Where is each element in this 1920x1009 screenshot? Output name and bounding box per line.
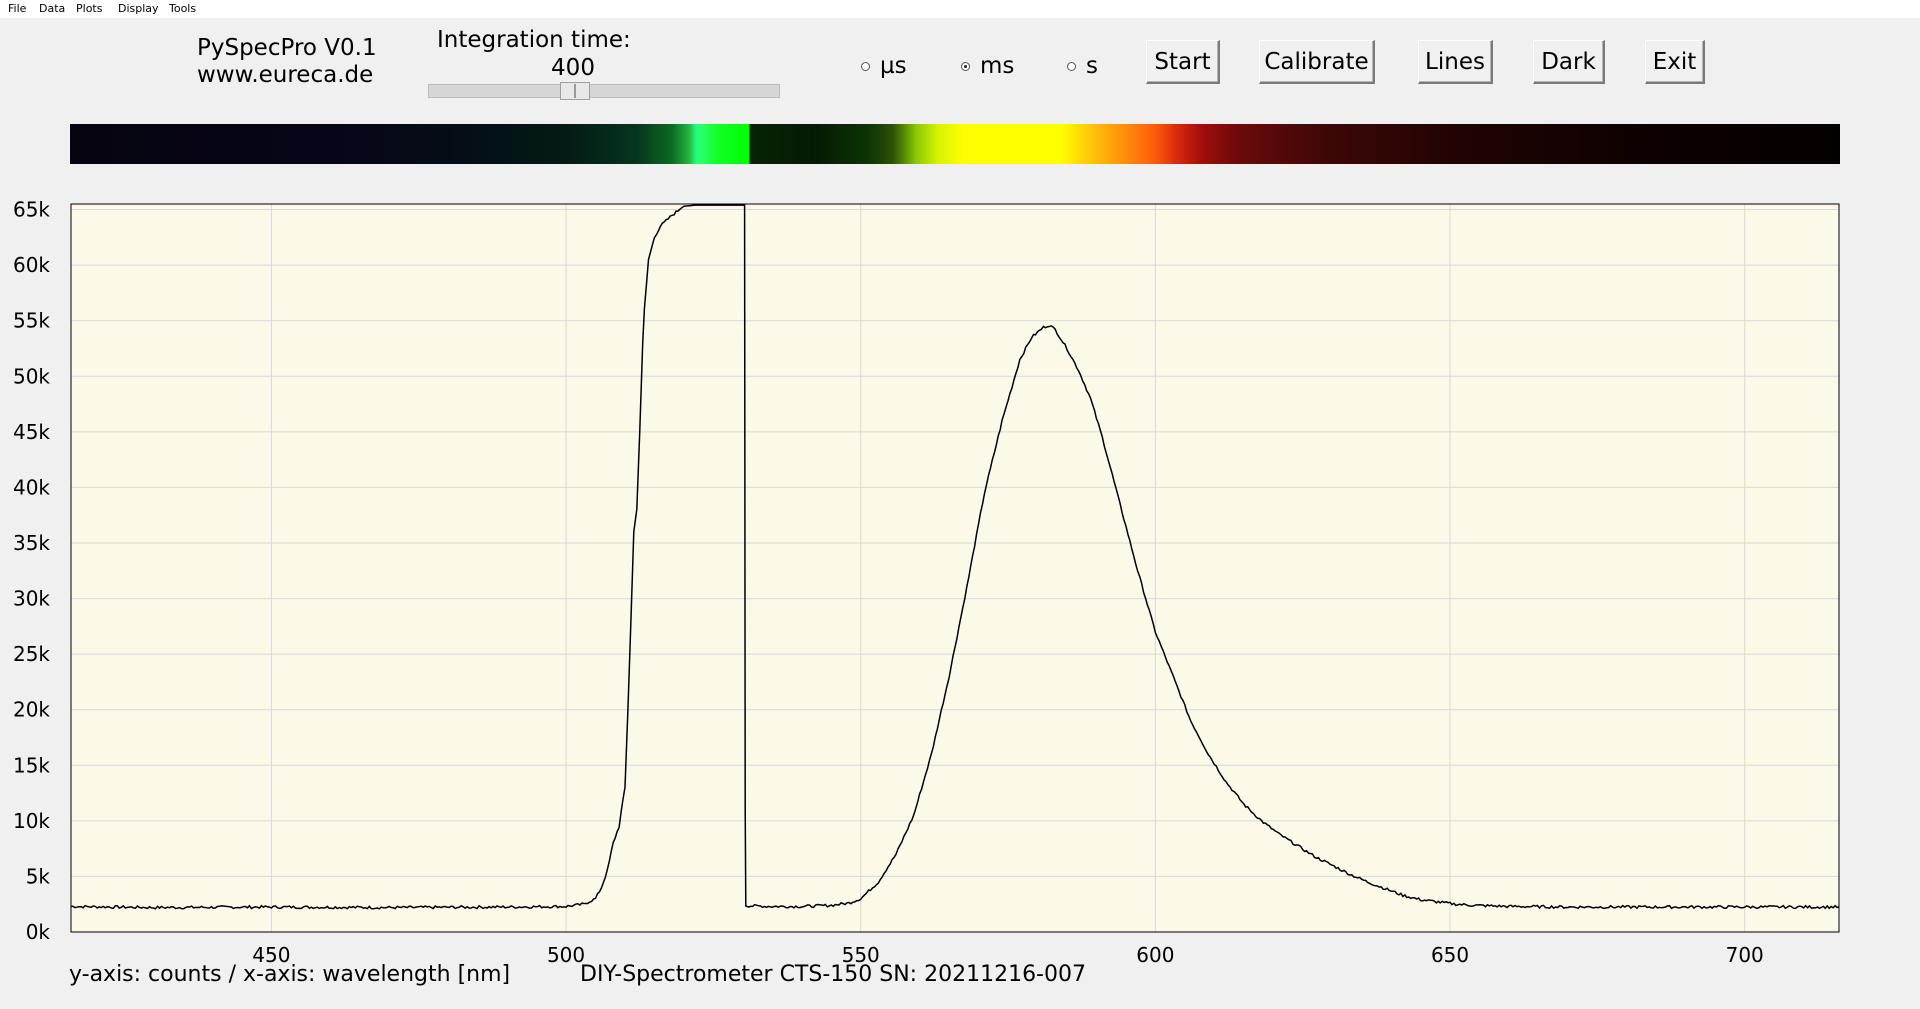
app-title: PySpecPro V0.1 (197, 35, 377, 61)
unit-label-ms: ms (980, 53, 1015, 79)
radio-indicator (861, 61, 870, 71)
menu-tools[interactable]: Tools (169, 2, 197, 15)
calibrate-button[interactable]: Calibrate (1259, 40, 1375, 84)
y-tick-label: 55k (13, 309, 50, 333)
menu-bar: File Data Plots Display Tools (0, 0, 1920, 18)
y-tick-label: 45k (13, 420, 50, 444)
y-tick-label: 25k (13, 642, 50, 666)
y-tick-label: 65k (13, 198, 50, 222)
y-tick-label: 0k (26, 920, 51, 944)
spectrum-color-bar (70, 124, 1840, 164)
spectrum-trace (70, 204, 1840, 910)
unit-radio-ms[interactable]: ms (961, 52, 1014, 80)
exit-button[interactable]: Exit (1645, 40, 1705, 84)
integration-time-slider[interactable] (428, 84, 780, 98)
unit-label-s: s (1086, 53, 1098, 79)
spectrum-plot: 450 500 550 600 650 700 0k 5k 10k 15k 20k 25k 30k 35k… (13, 198, 1840, 967)
y-tick-label: 15k (13, 753, 50, 777)
x-tick-label: 450 (252, 943, 290, 967)
integration-time-label: Integration time: (437, 27, 631, 53)
y-tick-label: 20k (13, 698, 50, 722)
axes-caption: y-axis: counts / x-axis: wavelength [nm] (69, 962, 511, 987)
menu-file[interactable]: File (8, 2, 27, 15)
menu-display[interactable]: Display (118, 2, 159, 15)
unit-radio-us[interactable]: µs (861, 52, 907, 80)
y-tick-label: 30k (13, 587, 50, 611)
app-window: PySpecPro V0.1 www.eureca.de Integration… (0, 18, 1920, 1009)
unit-radio-s[interactable]: s (1067, 52, 1098, 80)
integration-slider-thumb[interactable] (560, 82, 591, 100)
lines-button[interactable]: Lines (1418, 40, 1493, 84)
app-url: www.eureca.de (197, 62, 374, 88)
menu-plots[interactable]: Plots (76, 2, 103, 15)
x-tick-label: 550 (842, 943, 880, 967)
y-tick-label: 5k (26, 864, 51, 888)
y-tick-label: 35k (13, 531, 50, 555)
menu-data[interactable]: Data (39, 2, 66, 15)
dark-button[interactable]: Dark (1533, 40, 1605, 84)
radio-indicator-selected (961, 61, 970, 71)
y-tick-label: 10k (13, 809, 50, 833)
start-button[interactable]: Start (1146, 40, 1220, 84)
x-tick-label: 700 (1726, 943, 1764, 967)
y-tick-label: 40k (13, 475, 50, 499)
y-tick-label: 50k (13, 364, 50, 388)
x-tick-label: 600 (1136, 943, 1174, 967)
y-tick-label: 60k (13, 253, 50, 277)
x-tick-label: 500 (547, 943, 585, 967)
unit-label-us: µs (880, 53, 907, 79)
x-tick-label: 650 (1431, 943, 1469, 967)
integration-time-value: 400 (551, 55, 595, 81)
radio-indicator (1067, 61, 1076, 71)
device-caption: DIY-Spectrometer CTS-150 SN: 20211216-00… (580, 962, 1086, 987)
plot-frame (70, 203, 1840, 933)
plot-area (71, 204, 1839, 932)
